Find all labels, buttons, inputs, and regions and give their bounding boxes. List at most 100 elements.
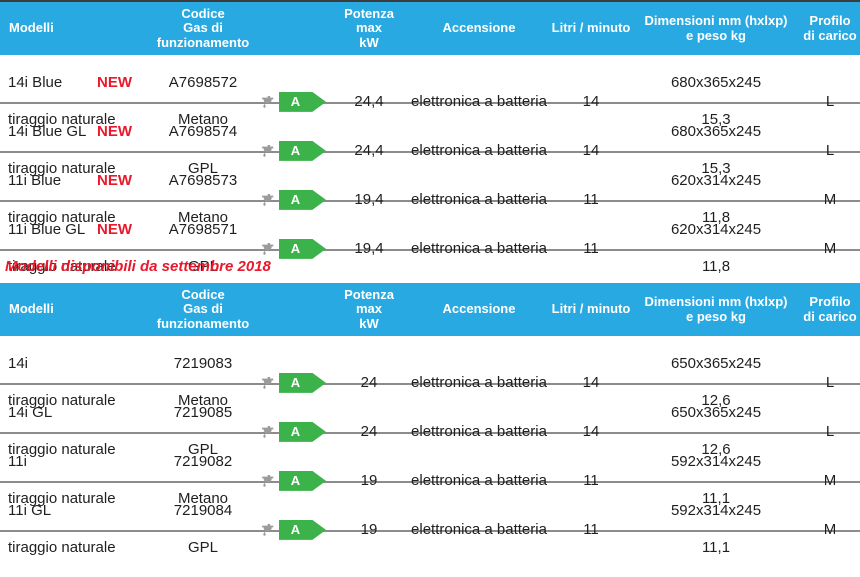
product-code: A7698573 [168, 171, 238, 189]
model-subtitle: tiraggio naturale [8, 160, 116, 178]
product-code: A7698572 [168, 73, 238, 91]
table-header-row: Modelli Codice Gas di funzionamento Pote… [0, 283, 860, 336]
table-row: 14i Blue GL NEW tiraggio naturale A769857… [0, 104, 860, 177]
power-cell: 19 [360, 520, 378, 538]
new-badge: NEW [97, 122, 132, 140]
code-gas-cell: A7698574 GPL [148, 104, 258, 198]
energy-cell: A [258, 73, 330, 131]
new-badge: NEW [97, 220, 132, 238]
dimensions-value: 680x365x245 [670, 122, 762, 140]
ignition-cell: elettronica a batteria [411, 92, 547, 110]
product-code: 7219082 [173, 452, 233, 470]
column-header-dimensioni: Dimensioni mm (hxlxp) e peso kg [644, 293, 788, 324]
energy-cell: A [258, 354, 330, 412]
column-header-dimensioni: Dimensioni mm (hxlxp) e peso kg [644, 12, 788, 43]
load-profile-cell: M [823, 239, 837, 257]
model-name: 11i [8, 452, 27, 470]
ignition-cell: elettronica a batteria [411, 373, 547, 391]
ignition-cell: elettronica a batteria [411, 471, 547, 489]
model-name: 11i Blue GL [8, 220, 86, 238]
model-cell: 14i Blue NEW tiraggio naturale [0, 55, 148, 149]
energy-class-arrow-icon: A [279, 519, 326, 540]
dimensions-value: 680x365x245 [670, 73, 762, 91]
column-header-profilo: Profilo di carico [803, 293, 857, 324]
spec-sheet: Modelli Codice Gas di funzionamento Pote… [0, 0, 860, 556]
model-cell: 14i tiraggio naturale [0, 336, 148, 430]
model-cell: 11i GL tiraggio naturale [0, 483, 148, 577]
gas-type: GPL [187, 441, 218, 459]
weight-value: 15,3 [701, 111, 731, 129]
code-gas-cell: A7698572 Metano [148, 55, 258, 149]
weight-value: 11,1 [701, 539, 731, 557]
availability-note: Modelli disponibili da settembre 2018 [5, 258, 271, 275]
faucet-icon [262, 144, 275, 157]
column-header-litri: Litri / minuto [551, 301, 631, 317]
column-header-codice: Codice Gas di funzionamento [156, 286, 250, 331]
column-header-accensione: Accensione [442, 20, 516, 36]
code-gas-cell: 7219082 Metano [148, 434, 258, 528]
column-header-profilo: Profilo di carico [803, 12, 857, 43]
liters-cell: 14 [582, 92, 600, 110]
table-row: 11i tiraggio naturale 7219082 Metano A 1… [0, 434, 860, 507]
spec-table-september-models: Modelli Codice Gas di funzionamento Pote… [0, 283, 860, 556]
ignition-cell: elettronica a batteria [411, 239, 547, 257]
energy-class-rating: A [258, 372, 330, 393]
gas-type: GPL [187, 258, 218, 276]
column-header-accensione: Accensione [442, 301, 516, 317]
weight-value: 11,1 [701, 490, 731, 508]
energy-class-arrow-icon: A [279, 372, 326, 393]
energy-class-arrow-icon: A [279, 189, 326, 210]
energy-class-rating: A [258, 140, 330, 161]
weight-value: 12,6 [701, 441, 731, 459]
energy-class-rating: A [258, 189, 330, 210]
energy-cell: A [258, 452, 330, 510]
faucet-icon [262, 95, 275, 108]
dimensions-cell: 680x365x245 15,3 [632, 104, 800, 198]
load-profile-cell: L [825, 373, 835, 391]
gas-type: GPL [187, 160, 218, 178]
liters-cell: 14 [582, 141, 600, 159]
dimensions-value: 592x314x245 [670, 501, 762, 519]
energy-class-arrow-icon: A [279, 470, 326, 491]
table-row: 14i Blue NEW tiraggio naturale A7698572 M… [0, 55, 860, 128]
model-subtitle: tiraggio naturale [8, 111, 116, 129]
energy-class-rating: A [258, 91, 330, 112]
code-gas-cell: A7698571 GPL [148, 202, 258, 296]
faucet-icon [262, 242, 275, 255]
liters-cell: 11 [583, 520, 599, 538]
model-name: 14i [8, 354, 29, 372]
model-name: 14i Blue GL [8, 122, 87, 140]
table-row: 11i Blue NEW tiraggio naturale A7698573 M… [0, 153, 860, 226]
ignition-cell: elettronica a batteria [411, 190, 547, 208]
product-code: 7219084 [173, 501, 233, 519]
gas-type: Metano [177, 111, 229, 129]
faucet-icon [262, 474, 275, 487]
faucet-icon [262, 193, 275, 206]
model-cell: 11i Blue NEW tiraggio naturale [0, 153, 148, 247]
dimensions-value: 650x365x245 [670, 403, 762, 421]
power-cell: 24,4 [354, 141, 384, 159]
column-header-codice: Codice Gas di funzionamento [156, 5, 250, 50]
dimensions-cell: 650x365x245 12,6 [632, 336, 800, 430]
weight-value: 11,8 [701, 209, 731, 227]
model-subtitle: tiraggio naturale [8, 539, 116, 557]
energy-class-arrow-icon: A [279, 140, 326, 161]
dimensions-cell: 620x314x245 11,8 [632, 153, 800, 247]
code-gas-cell: 7219085 GPL [148, 385, 258, 479]
code-gas-cell: 7219083 Metano [148, 336, 258, 430]
ignition-cell: elettronica a batteria [411, 141, 547, 159]
energy-class-rating: A [258, 470, 330, 491]
new-badge: NEW [97, 171, 132, 189]
dimensions-cell: 650x365x245 12,6 [632, 385, 800, 479]
code-gas-cell: 7219084 GPL [148, 483, 258, 577]
product-code: A7698574 [168, 122, 238, 140]
load-profile-cell: M [823, 520, 837, 538]
load-profile-cell: M [823, 190, 837, 208]
dimensions-cell: 620x314x245 11,8 [632, 202, 800, 296]
code-gas-cell: A7698573 Metano [148, 153, 258, 247]
load-profile-cell: L [825, 141, 835, 159]
energy-cell: A [258, 220, 330, 278]
model-subtitle: tiraggio naturale [8, 392, 116, 410]
column-header-potenza: Potenza max kW [344, 5, 394, 50]
power-cell: 24,4 [354, 92, 384, 110]
